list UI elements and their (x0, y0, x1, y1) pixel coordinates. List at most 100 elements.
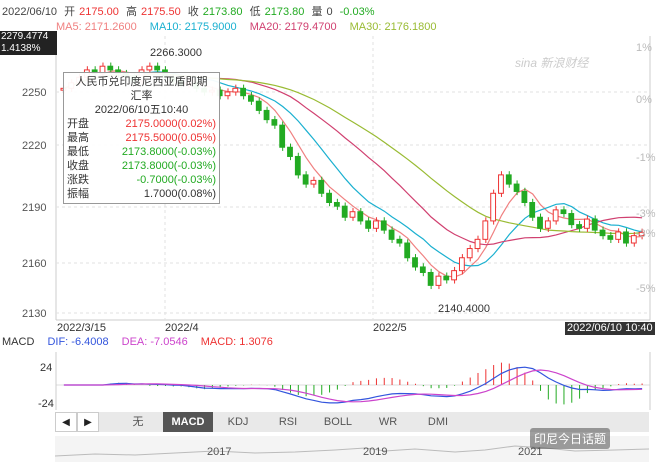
y-right-tick-label: -1% (636, 152, 656, 164)
tab-dmi[interactable]: DMI (427, 416, 449, 428)
tooltip-row: 涨跌 -0.7000(-0.03%) (67, 173, 216, 187)
candle-body (294, 155, 301, 176)
indicator-tabbar: ◀ ▶ 无 MACD KDJ RSI BOLL WR DMI (55, 412, 649, 432)
y-tick-label: 2220 (22, 140, 46, 152)
vol-label: 量 (311, 6, 323, 18)
candle-body (373, 220, 379, 229)
year-label-2019: 2019 (363, 446, 388, 458)
x-label-2: 2022/4 (165, 322, 199, 334)
candle-body (529, 202, 536, 218)
candle-body (552, 209, 559, 222)
scroll-left-button[interactable]: ◀ (55, 412, 77, 432)
candle-body (427, 271, 434, 286)
candle-body (154, 65, 161, 71)
candle-body (466, 248, 473, 259)
sina-logo: sina 新浪财经 (515, 56, 589, 70)
tooltip-key: 最低 (67, 146, 89, 158)
y-tick-label: 2190 (22, 202, 46, 214)
candle-body (474, 238, 481, 250)
candle-body (287, 146, 293, 157)
current-date-tag: 2022/06/10 10:40 (565, 322, 655, 335)
change-value: -0.03% (339, 6, 375, 18)
open-label: 开 (64, 6, 76, 18)
low-label: 2140.4000 (438, 303, 490, 315)
macd-y-bottom: -24 (38, 398, 54, 410)
tooltip-title: 人民币兑印度尼西亚盾即期 (75, 76, 208, 88)
candle-body (333, 202, 340, 207)
y-right-tick-label: -3% (636, 228, 656, 240)
macd-title: MACD (2, 336, 35, 348)
tooltip-value: 2173.8000(-0.03%) (121, 146, 216, 158)
tab-none[interactable]: 无 (132, 416, 144, 428)
tooltip-key: 涨跌 (67, 174, 89, 186)
candle-body (310, 179, 317, 185)
candle-body (107, 65, 114, 71)
candle-body (498, 174, 504, 194)
candle-body (271, 119, 278, 126)
year-label-2017: 2017 (207, 446, 232, 458)
candle-body (482, 220, 489, 240)
x-label-1: 2022/3/15 (57, 322, 106, 334)
low-value: 2173.80 (264, 6, 305, 18)
candle-body (451, 270, 457, 281)
high-label: 高 (125, 6, 137, 18)
year-label-2021: 2021 (518, 446, 543, 458)
ma-legend: MA5: 2171.2600 MA10: 2175.9000 MA20: 217… (56, 21, 447, 33)
candle-body (349, 211, 356, 218)
tab-boll[interactable]: BOLL (323, 416, 353, 428)
tooltip-value: 2175.0000(0.02%) (125, 118, 216, 130)
tooltip-value: 1.7000(0.08%) (143, 188, 216, 200)
candle-body (318, 179, 325, 194)
candle-body (279, 124, 286, 148)
macd-y-top: 24 (40, 362, 53, 374)
tab-rsi[interactable]: RSI (278, 416, 298, 428)
candle-tooltip: 人民币兑印度尼西亚盾即期 汇率 2022/06/10五10:40 开盘 2175.… (63, 72, 220, 204)
tooltip-row: 最高 2175.5000(0.05%) (67, 131, 216, 145)
tab-wr[interactable]: WR (378, 416, 398, 428)
candle-body (146, 65, 153, 71)
y-tick-label: 2250 (22, 87, 46, 99)
tab-kdj[interactable]: KDJ (227, 416, 249, 428)
candle-body (380, 220, 387, 231)
candle-body (443, 275, 450, 281)
close-label: 收 (187, 6, 199, 18)
scroll-right-button[interactable]: ▶ (77, 412, 99, 432)
macd-panel (55, 352, 651, 410)
dea-line (63, 369, 643, 403)
candle-body (544, 220, 551, 229)
tooltip-value: 2175.5000(0.05%) (125, 132, 216, 144)
candle-body (224, 91, 231, 97)
open-value: 2175.00 (79, 6, 119, 18)
candle-body (591, 218, 598, 231)
candle-body (599, 229, 606, 237)
candle-body (404, 242, 411, 259)
y-tick-label: 2130 (22, 308, 46, 320)
candle-body (248, 95, 254, 102)
candle-body (412, 257, 418, 268)
candle-body (513, 183, 520, 192)
dea-value: DEA: -7.0546 (121, 336, 188, 348)
candle-body (537, 216, 543, 229)
candle-body (365, 220, 372, 229)
low-label: 低 (249, 6, 261, 18)
current-price-tag: 2279.4774 (0, 31, 57, 43)
y-right-tick-label: 1% (636, 42, 652, 54)
peak-label: 2266.3000 (150, 47, 202, 59)
candle-body (388, 229, 395, 240)
tab-macd[interactable]: MACD (163, 412, 213, 432)
candle-body (583, 218, 590, 229)
x-label-3: 2022/5 (373, 322, 407, 334)
watermark-badge: 印尼今日话题 (530, 428, 611, 449)
candle-body (490, 192, 497, 222)
tooltip-key: 开盘 (67, 118, 89, 130)
candle-body (341, 205, 348, 218)
ma10-label: MA10: 2175.9000 (149, 21, 237, 33)
ma10-line (63, 71, 643, 267)
y-axis: 2250 2220 2190 2160 2130 1% 0% -1% -3% -3% -5% (22, 42, 656, 320)
tooltip-value: -0.7000(-0.03%) (136, 174, 217, 186)
candle-body (396, 238, 403, 244)
close-value: 2173.80 (202, 6, 243, 18)
